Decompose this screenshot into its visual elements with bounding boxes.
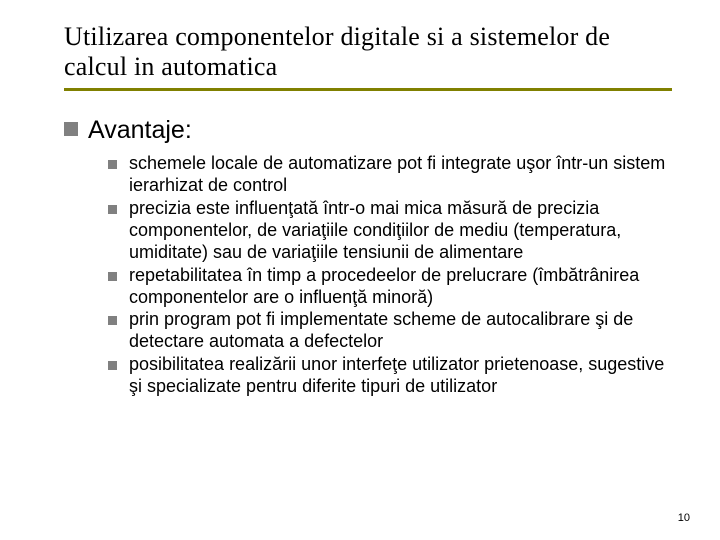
- heading-row: Avantaje:: [64, 115, 672, 145]
- square-bullet-icon: [108, 272, 117, 281]
- list-item: schemele locale de automatizare pot fi i…: [108, 153, 672, 197]
- list-item: posibilitatea realizării unor interfeţe …: [108, 354, 672, 398]
- title-underline: [64, 88, 672, 91]
- list-item-text: schemele locale de automatizare pot fi i…: [129, 153, 672, 197]
- page-number: 10: [678, 512, 690, 524]
- advantages-list: schemele locale de automatizare pot fi i…: [108, 153, 672, 398]
- square-bullet-icon: [108, 160, 117, 169]
- list-item-text: repetabilitatea în timp a procedeelor de…: [129, 265, 672, 309]
- square-bullet-icon: [64, 122, 78, 136]
- list-item-text: precizia este influenţată într-o mai mic…: [129, 198, 672, 264]
- heading-text: Avantaje:: [88, 115, 192, 145]
- list-item-text: posibilitatea realizării unor interfeţe …: [129, 354, 672, 398]
- slide-title: Utilizarea componentelor digitale si a s…: [64, 22, 672, 82]
- list-item: repetabilitatea în timp a procedeelor de…: [108, 265, 672, 309]
- list-item: prin program pot fi implementate scheme …: [108, 309, 672, 353]
- list-item: precizia este influenţată într-o mai mic…: [108, 198, 672, 264]
- square-bullet-icon: [108, 361, 117, 370]
- square-bullet-icon: [108, 316, 117, 325]
- square-bullet-icon: [108, 205, 117, 214]
- list-item-text: prin program pot fi implementate scheme …: [129, 309, 672, 353]
- slide: Utilizarea componentelor digitale si a s…: [0, 0, 720, 540]
